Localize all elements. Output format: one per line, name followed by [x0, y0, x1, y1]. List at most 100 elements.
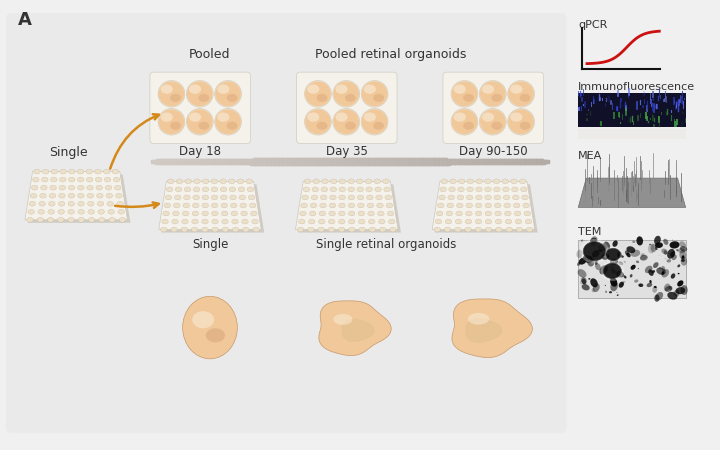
Ellipse shape [308, 219, 315, 224]
Ellipse shape [348, 179, 354, 184]
Ellipse shape [117, 201, 123, 206]
Ellipse shape [165, 195, 172, 200]
Ellipse shape [618, 282, 624, 288]
Polygon shape [158, 181, 261, 230]
Ellipse shape [648, 270, 654, 276]
Ellipse shape [348, 219, 355, 224]
Ellipse shape [648, 244, 654, 253]
Ellipse shape [230, 203, 237, 208]
Ellipse shape [455, 219, 462, 224]
Ellipse shape [652, 252, 653, 253]
Ellipse shape [114, 185, 121, 190]
Ellipse shape [301, 203, 307, 208]
Ellipse shape [626, 252, 631, 257]
Ellipse shape [348, 195, 355, 200]
Ellipse shape [485, 195, 491, 200]
Ellipse shape [89, 217, 95, 222]
Ellipse shape [339, 187, 346, 192]
Ellipse shape [598, 243, 607, 252]
Ellipse shape [78, 185, 84, 190]
Ellipse shape [98, 209, 104, 214]
Ellipse shape [59, 185, 66, 190]
Ellipse shape [161, 112, 173, 122]
Ellipse shape [595, 261, 598, 265]
Ellipse shape [330, 179, 337, 184]
Ellipse shape [78, 201, 84, 206]
FancyBboxPatch shape [297, 72, 397, 144]
Ellipse shape [338, 219, 345, 224]
Ellipse shape [631, 265, 636, 270]
Ellipse shape [339, 195, 346, 200]
Ellipse shape [97, 201, 104, 206]
Ellipse shape [663, 239, 668, 245]
Ellipse shape [680, 241, 686, 248]
Ellipse shape [595, 263, 600, 270]
Ellipse shape [451, 108, 478, 135]
Ellipse shape [611, 281, 618, 291]
Ellipse shape [652, 286, 657, 293]
Ellipse shape [192, 219, 198, 224]
Ellipse shape [211, 179, 217, 184]
Ellipse shape [181, 219, 188, 224]
Ellipse shape [463, 94, 474, 102]
Ellipse shape [665, 258, 666, 259]
Polygon shape [435, 184, 538, 233]
Ellipse shape [667, 249, 675, 259]
Ellipse shape [617, 294, 618, 296]
Ellipse shape [641, 253, 644, 256]
Ellipse shape [676, 249, 678, 251]
Ellipse shape [242, 219, 248, 224]
Ellipse shape [485, 187, 491, 192]
Ellipse shape [386, 203, 392, 208]
Ellipse shape [655, 292, 663, 301]
Ellipse shape [514, 211, 521, 216]
Ellipse shape [435, 219, 442, 224]
Ellipse shape [158, 81, 185, 107]
Ellipse shape [187, 81, 212, 106]
Ellipse shape [661, 266, 665, 271]
Text: TEM: TEM [578, 227, 602, 237]
Ellipse shape [330, 195, 336, 200]
Ellipse shape [622, 281, 626, 283]
Ellipse shape [305, 81, 330, 106]
Ellipse shape [329, 211, 336, 216]
Ellipse shape [659, 267, 661, 269]
Ellipse shape [364, 85, 376, 94]
Ellipse shape [492, 94, 502, 102]
Ellipse shape [345, 122, 356, 130]
Ellipse shape [669, 286, 672, 290]
Ellipse shape [590, 278, 598, 288]
Ellipse shape [202, 227, 208, 232]
Ellipse shape [311, 195, 318, 200]
Ellipse shape [32, 177, 39, 182]
Ellipse shape [297, 227, 304, 232]
Ellipse shape [503, 195, 510, 200]
Ellipse shape [653, 262, 659, 268]
Ellipse shape [361, 81, 388, 107]
Ellipse shape [249, 203, 256, 208]
Ellipse shape [171, 219, 179, 224]
Ellipse shape [307, 112, 319, 122]
Ellipse shape [494, 195, 500, 200]
Ellipse shape [161, 85, 173, 94]
Ellipse shape [448, 195, 454, 200]
Ellipse shape [215, 109, 241, 134]
Text: Single: Single [49, 146, 87, 158]
Ellipse shape [375, 187, 382, 192]
Ellipse shape [451, 81, 477, 106]
Ellipse shape [38, 209, 45, 214]
Ellipse shape [78, 209, 84, 214]
Ellipse shape [212, 227, 218, 232]
Ellipse shape [655, 247, 657, 250]
Ellipse shape [485, 227, 492, 232]
Ellipse shape [68, 177, 75, 182]
Ellipse shape [28, 209, 35, 214]
Ellipse shape [48, 209, 55, 214]
Ellipse shape [95, 177, 102, 182]
Ellipse shape [359, 227, 365, 232]
Ellipse shape [239, 195, 246, 200]
Text: Immunofluorescence: Immunofluorescence [578, 82, 696, 92]
Ellipse shape [68, 217, 74, 222]
Ellipse shape [385, 195, 392, 200]
Ellipse shape [40, 185, 48, 190]
